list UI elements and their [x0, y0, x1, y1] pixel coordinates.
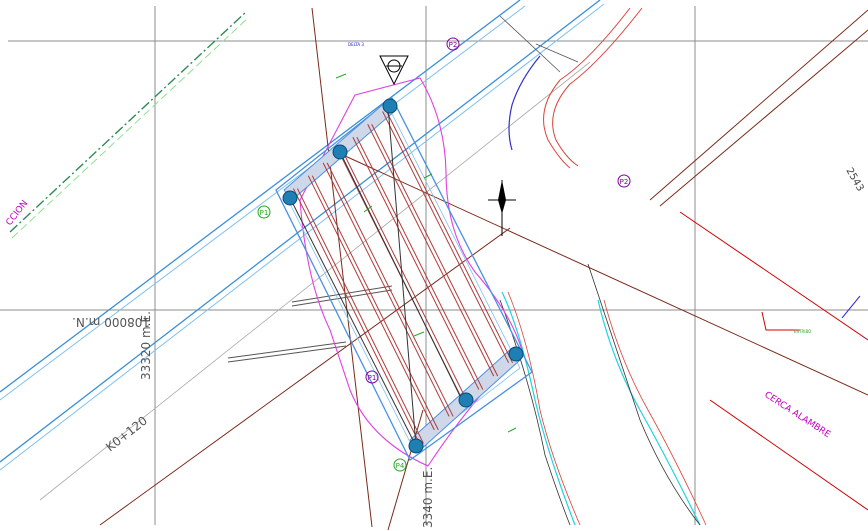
marker-p2-right: P2 [617, 174, 631, 188]
northing-label: 108000 m.N. [72, 315, 150, 329]
girder-line [341, 149, 469, 404]
terrain-contours [99, 7, 868, 531]
piles [282, 98, 524, 454]
marker-p2-top: P2 [446, 37, 460, 51]
road-edges [0, 0, 605, 501]
elevation-label: 2543 [843, 166, 865, 194]
survey-point-icon [379, 55, 409, 86]
coordinate-grid [0, 6, 868, 525]
girder-line [367, 124, 495, 377]
section-leaders [227, 285, 393, 363]
pile-marker [408, 438, 424, 454]
upper-right-leader [499, 15, 579, 73]
bracing-lines [289, 105, 463, 447]
girder-line [326, 162, 454, 417]
girder-line [292, 188, 420, 444]
easting-label-left: 33320 m.E. [139, 311, 153, 380]
svg-text:P4: P4 [396, 462, 405, 470]
girder-line [382, 111, 510, 363]
fence-label: CERCA ALAMBRE [762, 390, 832, 440]
structure-outline [275, 96, 533, 461]
creek-lines [499, 263, 707, 526]
girder-line [322, 162, 450, 417]
north-arrow-icon [488, 180, 516, 236]
pile-marker [382, 98, 398, 114]
left-alignment [9, 11, 249, 239]
svg-text:P1: P1 [368, 374, 377, 382]
pile-marker [458, 392, 474, 408]
girder-line [356, 136, 484, 390]
svg-text:P1: P1 [260, 209, 269, 217]
left-edge-label: CCION [4, 199, 30, 228]
marker-p1-bottom: P1 [365, 370, 379, 384]
property-boundary [679, 211, 868, 511]
pile-marker [508, 346, 524, 362]
callout-label: ESTRIBO [794, 329, 811, 334]
svg-text:P2: P2 [620, 178, 629, 186]
circle-markers: P2 P2 P1 P1 P4 [257, 37, 631, 472]
marker-p4-bottom: P4 [393, 458, 407, 472]
pile-marker [332, 144, 348, 160]
road-curve-blue [508, 55, 541, 151]
station-label: K0+120 [103, 413, 150, 454]
green-ticks [335, 73, 517, 433]
top-marker-label: DELTA 3 [348, 42, 364, 47]
svg-text:P2: P2 [449, 41, 458, 49]
pile-marker [282, 190, 298, 206]
girder-line [352, 136, 480, 390]
girder-line [386, 111, 514, 363]
easting-label-bottom: 3340 m.E. [421, 467, 435, 528]
boundary-blue-tick [841, 295, 861, 319]
road-curve-red [543, 7, 643, 169]
girder-line [296, 188, 424, 444]
girder-line [307, 175, 435, 431]
marker-p1-left: P1 [257, 205, 271, 219]
girder-line [311, 175, 439, 431]
